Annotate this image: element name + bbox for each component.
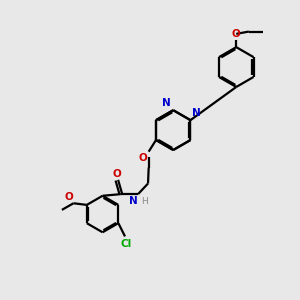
Text: O: O <box>112 169 121 178</box>
Text: H: H <box>141 197 148 206</box>
Text: O: O <box>64 192 73 202</box>
Text: Cl: Cl <box>120 239 131 249</box>
Text: O: O <box>139 153 147 163</box>
Text: O: O <box>232 29 241 39</box>
Text: N: N <box>129 196 137 206</box>
Text: N: N <box>193 108 201 118</box>
Text: N: N <box>163 98 171 108</box>
